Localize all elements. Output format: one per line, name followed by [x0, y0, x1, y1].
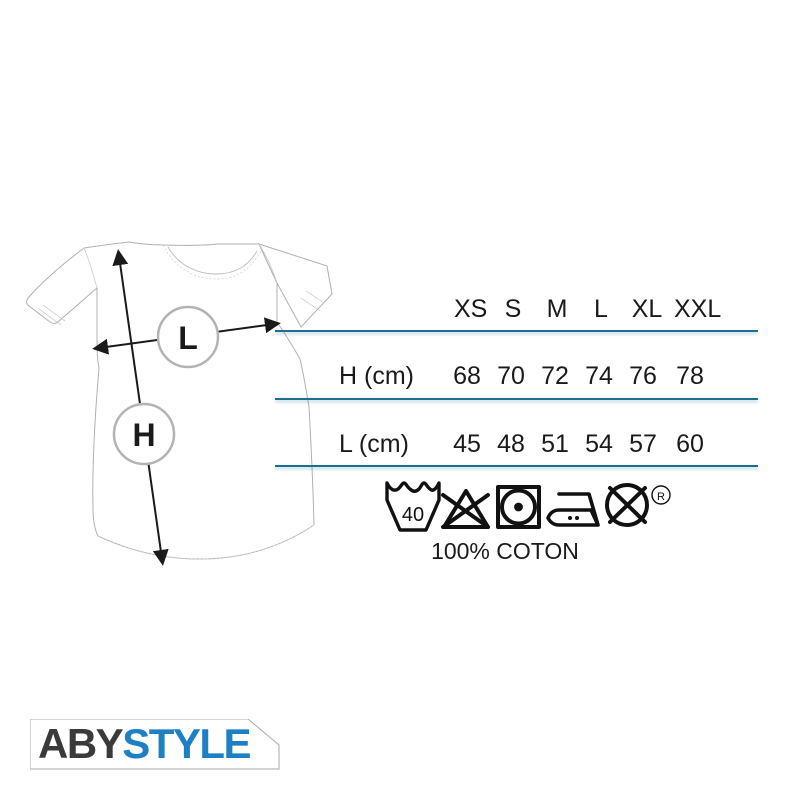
- svg-text:40: 40: [402, 504, 424, 526]
- svg-text:R: R: [657, 491, 665, 503]
